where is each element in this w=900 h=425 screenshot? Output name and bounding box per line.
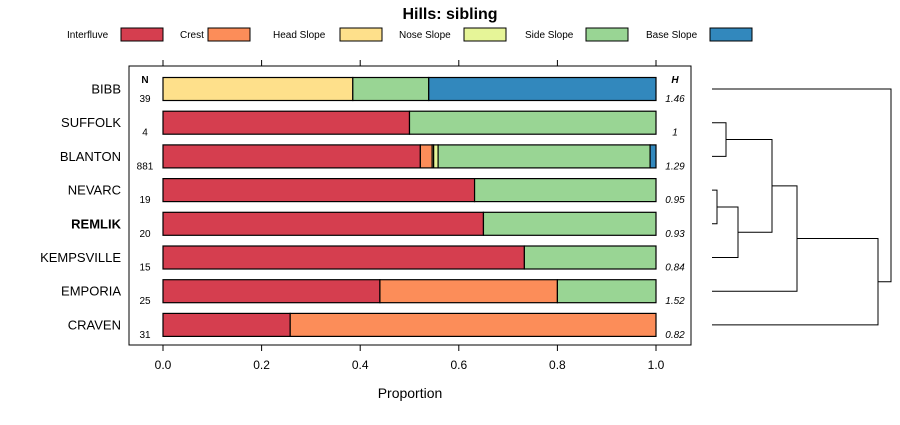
legend-label-nose-slope: Nose Slope (399, 30, 451, 41)
dendrogram (712, 88, 892, 326)
row-label: KEMPSVILLE (40, 250, 121, 265)
bar-segment-interfluve (162, 178, 476, 203)
bar-row-remlik: REMLIK 20 0.93 (71, 211, 685, 240)
h-value: 1 (672, 128, 678, 139)
n-value: 39 (139, 94, 151, 105)
bar-segment-nose-slope (433, 144, 439, 169)
bar-segment-interfluve (162, 279, 381, 304)
h-value: 0.93 (665, 229, 685, 240)
bar-row-craven: CRAVEN 31 0.82 (68, 312, 685, 341)
x-tick-label: 0.2 (253, 358, 270, 372)
h-value: 1.52 (665, 296, 685, 307)
bar-row-bibb: BIBB 39 1.46 (91, 76, 685, 105)
legend-swatch-side-slope (585, 27, 629, 42)
x-axis: 0.0 0.2 0.4 0.6 0.8 1.0 (155, 345, 665, 372)
h-value: 0.82 (665, 330, 685, 341)
dendrogram-link (712, 206, 739, 258)
h-value: 1.29 (665, 161, 685, 172)
x-tick-label: 0.0 (155, 358, 172, 372)
legend-swatch-interfluve (120, 27, 164, 42)
legend-label-base-slope: Base Slope (646, 30, 698, 41)
legend-swatch-base-slope (709, 27, 753, 42)
legend-swatch-nose-slope (463, 27, 507, 42)
legend-label-head-slope: Head Slope (273, 30, 326, 41)
x-tick-label: 1.0 (648, 358, 665, 372)
n-value: 15 (139, 263, 151, 274)
dendrogram-link (712, 88, 892, 283)
bar-segment-interfluve (162, 312, 291, 337)
dendrogram-link (726, 139, 773, 233)
dendrogram-link (712, 122, 727, 157)
n-value: 19 (139, 195, 151, 206)
dendrogram-link (712, 238, 879, 326)
legend-label-crest: Crest (180, 30, 204, 41)
plot-frame (128, 65, 692, 346)
bar-segment-side-slope (437, 144, 651, 169)
bar-segment-base-slope (428, 76, 657, 102)
bar-row-blanton: BLANTON 881 1.29 (60, 144, 685, 172)
dendrogram-link (712, 189, 718, 225)
row-label: BIBB (91, 82, 121, 97)
bar-segment-side-slope (473, 178, 657, 203)
n-value: 25 (139, 296, 151, 307)
n-value: 4 (142, 128, 148, 139)
x-tick-label: 0.4 (352, 358, 369, 372)
row-label: BLANTON (60, 149, 121, 164)
h-value: 0.95 (665, 195, 685, 206)
row-label: CRAVEN (68, 317, 121, 332)
n-column-header: N (141, 75, 148, 86)
bar-segment-side-slope (482, 211, 657, 236)
bar-segment-interfluve (162, 245, 525, 270)
bar-segment-crest (379, 279, 559, 304)
row-label: NEVARC (68, 183, 121, 198)
bar-segment-interfluve (162, 110, 411, 135)
x-tick-label: 0.6 (450, 358, 467, 372)
n-value: 881 (137, 161, 154, 172)
row-label: REMLIK (71, 216, 121, 231)
legend-label-interfluve: Interfluve (67, 30, 109, 41)
h-value: 0.84 (665, 263, 685, 274)
h-column-header: H (671, 75, 679, 86)
bar-row-suffolk: SUFFOLK 4 1 (61, 110, 678, 139)
chart-title: Hills: sibling (402, 6, 497, 23)
n-value: 20 (139, 229, 151, 240)
x-tick-label: 0.8 (549, 358, 566, 372)
dendrogram-link (712, 185, 798, 292)
bar-segment-base-slope (649, 144, 657, 169)
row-label: SUFFOLK (61, 115, 121, 130)
bar-segment-side-slope (523, 245, 657, 270)
bar-segment-crest (419, 144, 433, 169)
bar-row-emporia: EMPORIA 25 1.52 (61, 279, 685, 307)
bar-row-nevarc: NEVARC 19 0.95 (68, 178, 685, 206)
bar-segment-side-slope (556, 279, 657, 304)
n-value: 31 (139, 330, 151, 341)
bar-segment-interfluve (162, 211, 485, 236)
bars: BIBB 39 1.46 SUFFOLK 4 1 BLANTON 881 1.29 NEVARC 1… (40, 76, 685, 341)
top-axis-ticks (162, 60, 657, 66)
bar-segment-head-slope (162, 76, 354, 102)
bar-segment-interfluve (162, 144, 421, 169)
legend-swatch-crest (207, 27, 251, 42)
x-axis-title: Proportion (378, 385, 443, 401)
bar-row-kempsville: KEMPSVILLE 15 0.84 (40, 245, 685, 274)
h-value: 1.46 (665, 94, 685, 105)
legend-label-side-slope: Side Slope (525, 30, 574, 41)
bar-segment-crest (289, 312, 657, 337)
row-label: EMPORIA (61, 284, 121, 299)
bar-segment-side-slope (408, 110, 657, 135)
legend: Interfluve Crest Head Slope Nose Slope Side … (67, 27, 753, 42)
legend-swatch-head-slope (339, 27, 383, 42)
bar-segment-side-slope (352, 76, 430, 102)
